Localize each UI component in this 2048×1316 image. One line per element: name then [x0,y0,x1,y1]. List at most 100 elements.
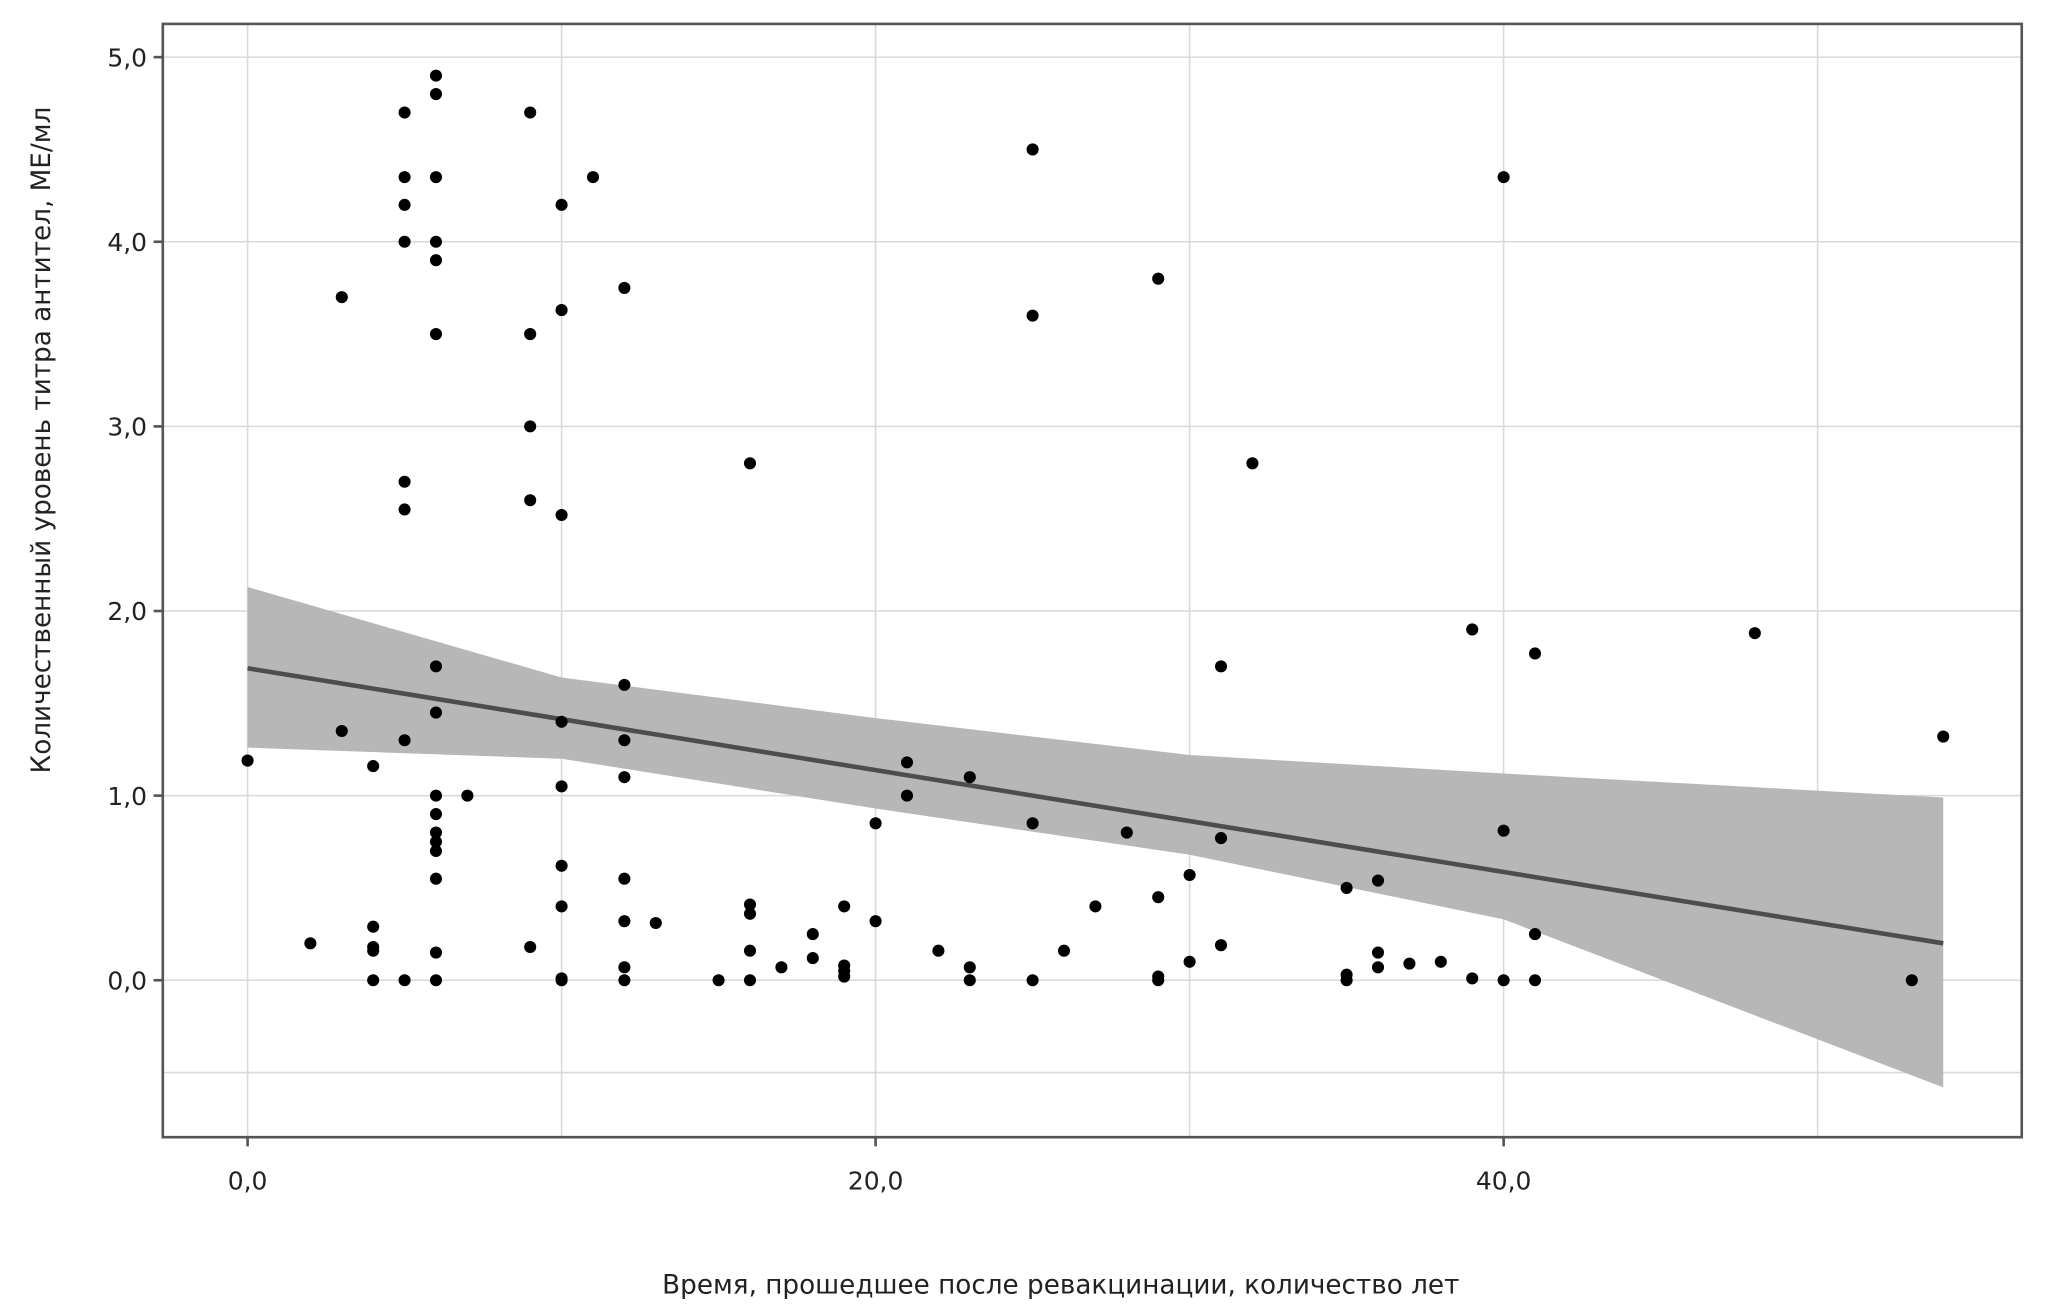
data-point [429,706,443,719]
x-axis-label: Время, прошедшее после ревакцинации, кол… [662,1270,1459,1300]
data-point [367,760,380,773]
data-point [1371,946,1385,959]
data-point [1152,974,1165,987]
data-point [618,771,631,784]
data-point [900,756,914,769]
data-point [555,508,568,522]
data-point [1026,974,1039,987]
data-point [398,503,411,516]
data-point [398,974,411,987]
y-tick-label: 4,0 [107,228,147,257]
data-point [1026,817,1039,830]
data-point [1183,868,1196,882]
data-point [618,734,631,747]
data-point [1152,272,1165,285]
data-point [1528,974,1542,987]
data-point [524,328,537,341]
data-point [429,946,443,959]
data-point [429,835,443,848]
data-point [429,235,443,248]
data-point [524,494,537,507]
data-point [1214,939,1228,952]
data-point [1246,457,1259,470]
y-tick-label: 3,0 [107,413,147,442]
data-point [367,974,380,987]
data-point [1089,900,1102,913]
data-point [869,817,882,830]
data-point [618,872,631,885]
data-point [712,974,725,987]
data-point [1371,961,1385,974]
data-point [743,907,757,920]
data-point [743,457,757,470]
data-point [743,898,757,911]
data-point [398,734,411,747]
data-point [900,789,914,802]
data-point [555,900,568,913]
data-point [806,952,819,965]
data-point [1497,974,1510,987]
data-point [743,974,757,987]
data-point [1937,730,1950,743]
data-point [429,254,443,267]
data-point [429,872,443,885]
data-point [1905,974,1918,987]
data-point [1214,660,1228,673]
data-point [838,900,851,913]
data-point [398,198,411,211]
data-point [618,281,631,294]
data-point [555,859,568,872]
data-point [1057,944,1071,957]
data-point [555,304,568,317]
data-point [524,940,537,954]
data-point [963,974,976,987]
data-point [429,69,443,82]
data-point [429,171,443,184]
data-point [461,789,474,802]
data-point [1497,824,1510,837]
y-tick-label: 2,0 [107,597,147,626]
data-point [524,106,537,119]
data-point [1403,957,1416,970]
data-point [649,916,662,930]
plot-frame [161,22,2024,1139]
data-point [618,678,631,691]
data-point [429,974,443,987]
data-point [1214,832,1228,845]
data-point [1120,826,1133,839]
data-point [335,724,348,738]
data-point [398,475,411,488]
y-tick-label: 0,0 [107,966,147,995]
data-point [398,106,411,119]
data-point [1528,928,1542,941]
data-points [241,69,1950,987]
data-point [429,808,443,821]
data-point [335,291,348,304]
data-point [806,928,819,941]
data-point [1434,955,1447,968]
data-point [1371,874,1385,887]
data-point [398,235,411,248]
data-point [618,961,631,974]
data-point [618,974,631,987]
data-point [1026,143,1039,156]
data-point [524,420,537,433]
x-tick-label: 20,0 [848,1167,904,1196]
y-axis-label: Количественный уровень титра антител, МЕ… [27,107,57,774]
regression-line [247,665,1944,946]
data-point [775,961,788,974]
x-tick-label: 40,0 [1476,1167,1532,1196]
data-point [429,826,443,839]
data-point [429,88,443,101]
data-point [1497,171,1510,184]
data-point [1152,891,1165,904]
data-point [1026,309,1039,322]
data-point [1748,627,1761,640]
data-point [555,198,568,211]
data-point [555,715,568,728]
data-point [429,660,443,673]
data-point [838,970,851,983]
axis-ticks: 0,0 20,0 40,0 0,0 1,0 2,0 3,0 4,0 5,0 [107,43,1531,1195]
data-point [1528,647,1542,660]
